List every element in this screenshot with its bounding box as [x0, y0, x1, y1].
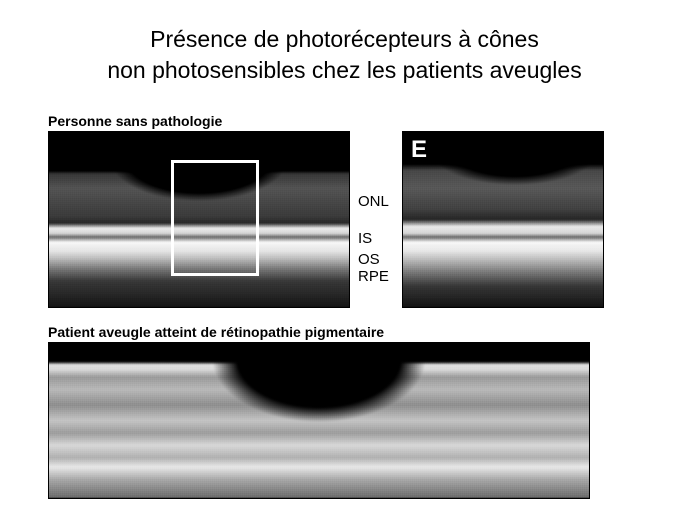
- scan-noise: [49, 343, 589, 498]
- title-line-1: Présence de photorécepteurs à cônes: [150, 26, 539, 52]
- caption-normal: Personne sans pathologie: [48, 113, 222, 129]
- caption-patient: Patient aveugle atteint de rétinopathie …: [48, 324, 384, 340]
- roi-box: [171, 160, 259, 276]
- title-line-2: non photosensibles chez les patients ave…: [107, 57, 581, 83]
- scan-noise: [403, 132, 603, 307]
- slide-title: Présence de photorécepteurs à cônes non …: [0, 0, 689, 96]
- panel-letter-e: E: [411, 136, 427, 164]
- oct-panel-normal: [48, 131, 350, 308]
- layer-label-os: OS: [358, 251, 380, 268]
- oct-panel-patient: [48, 342, 590, 499]
- layer-label-rpe: RPE: [358, 268, 389, 285]
- oct-panel-zoom: E: [402, 131, 604, 308]
- layer-label-is: IS: [358, 230, 372, 247]
- layer-label-onl: ONL: [358, 193, 389, 210]
- slide: Présence de photorécepteurs à cônes non …: [0, 0, 689, 517]
